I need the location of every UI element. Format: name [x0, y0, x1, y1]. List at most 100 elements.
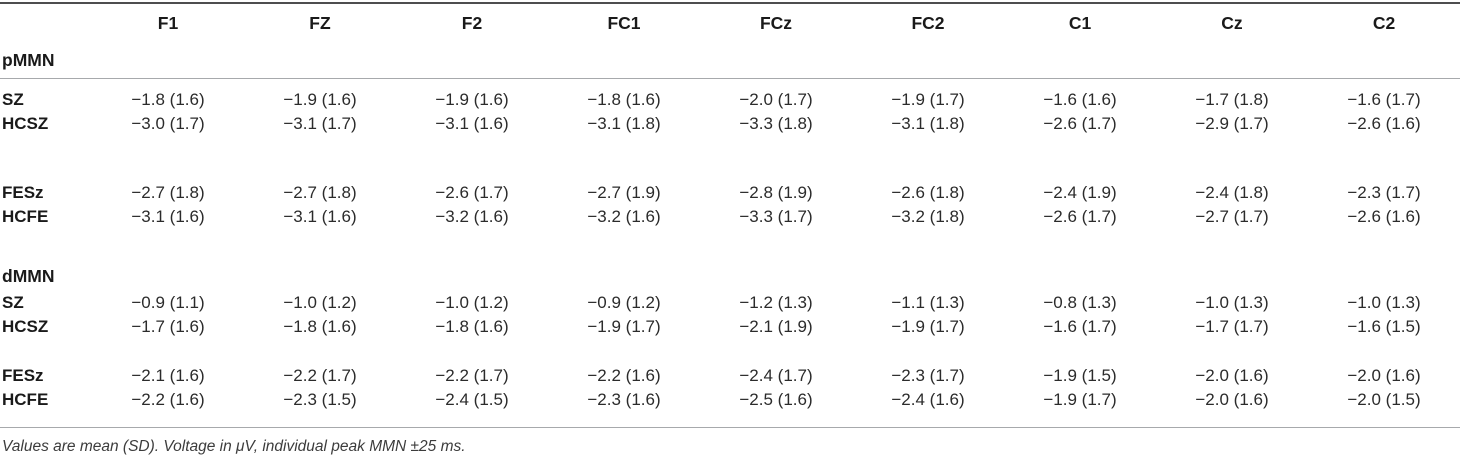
cell-value: −3.2 (1.8): [891, 206, 965, 226]
cell-value: −2.4 (1.8): [1195, 182, 1269, 202]
table-row: SZ −1.8 (1.6) −1.9 (1.6) −1.9 (1.6) −1.8…: [0, 87, 1460, 111]
table-row: FESz −2.7 (1.8) −2.7 (1.8) −2.6 (1.7) −2…: [0, 180, 1460, 204]
cell-value: −2.4 (1.7): [739, 365, 813, 385]
cell-value: −1.1 (1.3): [891, 292, 965, 312]
cell-value: −3.3 (1.7): [739, 206, 813, 226]
cell-value: −2.4 (1.6): [891, 389, 965, 409]
row-label: HCFE: [2, 206, 49, 226]
cell-value: −1.7 (1.7): [1195, 316, 1269, 336]
cell-value: −2.0 (1.6): [1195, 365, 1269, 385]
cell-value: −3.1 (1.6): [435, 113, 509, 133]
row-label: HCFE: [2, 389, 49, 409]
cell-value: −1.6 (1.7): [1043, 316, 1117, 336]
cell-value: −2.8 (1.9): [739, 182, 813, 202]
cell-value: −1.0 (1.3): [1347, 292, 1421, 312]
cell-value: −2.0 (1.6): [1347, 365, 1421, 385]
cell-value: −1.9 (1.7): [891, 89, 965, 109]
table-header-row: F1 FZ F2 FC1 FCz FC2 C1 Cz C2: [0, 3, 1460, 44]
cell-value: −1.2 (1.3): [739, 292, 813, 312]
cell-value: −1.6 (1.5): [1347, 316, 1421, 336]
table-row: HCSZ −3.0 (1.7) −3.1 (1.7) −3.1 (1.6) −3…: [0, 111, 1460, 135]
cell-value: −2.7 (1.9): [587, 182, 661, 202]
cell-value: −2.2 (1.6): [587, 365, 661, 385]
cell-value: −1.8 (1.6): [283, 316, 357, 336]
cell-value: −2.6 (1.6): [1347, 206, 1421, 226]
column-header: FC1: [607, 13, 641, 34]
cell-value: −3.1 (1.6): [283, 206, 357, 226]
cell-value: −3.1 (1.8): [891, 113, 965, 133]
spacer-row: [0, 228, 1460, 264]
section-row-pmmn: pMMN: [0, 44, 1460, 79]
column-header: C1: [1068, 13, 1092, 34]
column-header: C2: [1372, 13, 1396, 34]
table-row: FESz −2.1 (1.6) −2.2 (1.7) −2.2 (1.7) −2…: [0, 363, 1460, 387]
cell-value: −1.9 (1.7): [891, 316, 965, 336]
cell-value: −2.0 (1.5): [1347, 389, 1421, 409]
cell-value: −2.0 (1.7): [739, 89, 813, 109]
corner-cell: [0, 3, 92, 44]
cell-value: −2.3 (1.7): [891, 365, 965, 385]
cell-value: −2.7 (1.8): [283, 182, 357, 202]
cell-value: −0.9 (1.1): [131, 292, 205, 312]
row-label: HCSZ: [2, 316, 49, 336]
cell-value: −2.2 (1.6): [131, 389, 205, 409]
cell-value: −0.9 (1.2): [587, 292, 661, 312]
spacer-row: [0, 411, 1460, 428]
cell-value: −1.7 (1.6): [131, 316, 205, 336]
column-header: F2: [461, 13, 483, 34]
table-row: SZ −0.9 (1.1) −1.0 (1.2) −1.0 (1.2) −0.9…: [0, 290, 1460, 314]
cell-value: −2.4 (1.5): [435, 389, 509, 409]
cell-value: −1.6 (1.6): [1043, 89, 1117, 109]
spacer-row: [0, 135, 1460, 180]
section-label-dmmn: dMMN: [2, 266, 55, 287]
cell-value: −2.1 (1.9): [739, 316, 813, 336]
cell-value: −1.0 (1.2): [283, 292, 357, 312]
cell-value: −2.6 (1.7): [435, 182, 509, 202]
cell-value: −2.6 (1.8): [891, 182, 965, 202]
column-header: Cz: [1221, 13, 1243, 34]
cell-value: −2.6 (1.6): [1347, 113, 1421, 133]
cell-value: −1.0 (1.2): [435, 292, 509, 312]
cell-value: −1.8 (1.6): [131, 89, 205, 109]
column-header: FZ: [309, 13, 331, 34]
column-header: FCz: [759, 13, 793, 34]
table-row: HCSZ −1.7 (1.6) −1.8 (1.6) −1.8 (1.6) −1…: [0, 314, 1460, 338]
row-label: FESz: [2, 365, 44, 385]
cell-value: −2.3 (1.5): [283, 389, 357, 409]
row-label: SZ: [2, 89, 24, 109]
cell-value: −3.0 (1.7): [131, 113, 205, 133]
column-header: FC2: [911, 13, 945, 34]
cell-value: −1.9 (1.5): [1043, 365, 1117, 385]
table-row: HCFE −2.2 (1.6) −2.3 (1.5) −2.4 (1.5) −2…: [0, 387, 1460, 411]
column-header: F1: [157, 13, 179, 34]
cell-value: −2.3 (1.7): [1347, 182, 1421, 202]
cell-value: −2.6 (1.7): [1043, 113, 1117, 133]
cell-value: −2.3 (1.6): [587, 389, 661, 409]
cell-value: −2.1 (1.6): [131, 365, 205, 385]
row-label: HCSZ: [2, 113, 49, 133]
cell-value: −2.2 (1.7): [435, 365, 509, 385]
table-row: HCFE −3.1 (1.6) −3.1 (1.6) −3.2 (1.6) −3…: [0, 204, 1460, 228]
cell-value: −1.9 (1.7): [1043, 389, 1117, 409]
cell-value: −3.1 (1.6): [131, 206, 205, 226]
cell-value: −2.7 (1.7): [1195, 206, 1269, 226]
cell-value: −0.8 (1.3): [1043, 292, 1117, 312]
spacer-row: [0, 338, 1460, 363]
spacer-row: [0, 79, 1460, 88]
cell-value: −2.4 (1.9): [1043, 182, 1117, 202]
cell-value: −3.1 (1.8): [587, 113, 661, 133]
cell-value: −3.2 (1.6): [435, 206, 509, 226]
cell-value: −3.3 (1.8): [739, 113, 813, 133]
cell-value: −2.6 (1.7): [1043, 206, 1117, 226]
cell-value: −1.8 (1.6): [587, 89, 661, 109]
cell-value: −1.7 (1.8): [1195, 89, 1269, 109]
cell-value: −3.2 (1.6): [587, 206, 661, 226]
cell-value: −2.0 (1.6): [1195, 389, 1269, 409]
mmn-amplitude-table: F1 FZ F2 FC1 FCz FC2 C1 Cz C2 pMMN SZ −1…: [0, 2, 1460, 428]
cell-value: −1.9 (1.7): [587, 316, 661, 336]
cell-value: −2.7 (1.8): [131, 182, 205, 202]
section-row-dmmn: dMMN: [0, 264, 1460, 290]
cell-value: −2.2 (1.7): [283, 365, 357, 385]
cell-value: −1.6 (1.7): [1347, 89, 1421, 109]
